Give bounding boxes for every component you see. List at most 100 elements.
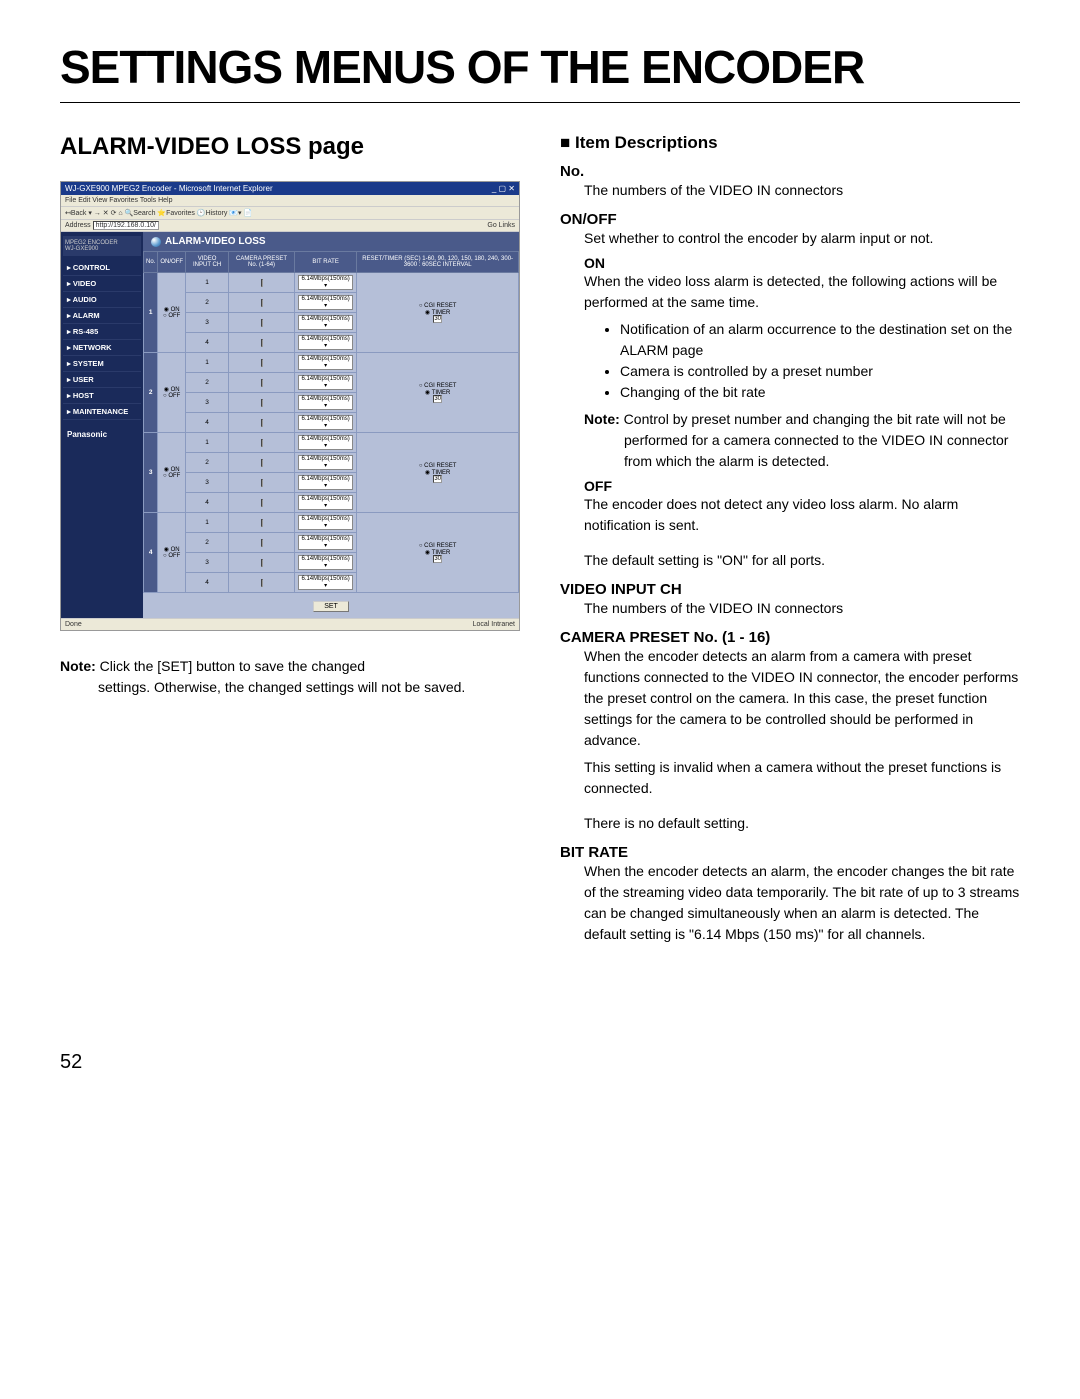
bitrate-cell[interactable]: 6.14Mbps(150ms) ▾	[294, 413, 356, 433]
ss-nav-item[interactable]: ▸ HOST	[63, 388, 141, 404]
group-no-cell: 4	[144, 513, 158, 593]
bitrate-cell[interactable]: 6.14Mbps(150ms) ▾	[294, 373, 356, 393]
desc-no: The numbers of the VIDEO IN connectors	[584, 180, 1020, 201]
set-button[interactable]: SET	[313, 601, 349, 612]
main-title: SETTINGS MENUS OF THE ENCODER	[60, 40, 1020, 94]
vich-cell: 1	[186, 273, 229, 293]
ss-nav-item[interactable]: ▸ MAINTENANCE	[63, 404, 141, 420]
ss-toolbar: ↤Back ▾ → ✕ ⟳ ⌂ 🔍Search ⭐Favorites 🕑Hist…	[61, 207, 519, 220]
onoff-cell[interactable]: ◉ ON○ OFF	[158, 433, 186, 513]
bitrate-cell[interactable]: 6.14Mbps(150ms) ▾	[294, 493, 356, 513]
vich-cell: 2	[186, 293, 229, 313]
vich-cell: 1	[186, 353, 229, 373]
bitrate-cell[interactable]: 6.14Mbps(150ms) ▾	[294, 513, 356, 533]
onoff-cell[interactable]: ◉ ON○ OFF	[158, 273, 186, 353]
bitrate-cell[interactable]: 6.14Mbps(150ms) ▾	[294, 293, 356, 313]
bitrate-cell[interactable]: 6.14Mbps(150ms) ▾	[294, 553, 356, 573]
preset-cell[interactable]	[229, 333, 295, 353]
bitrate-cell[interactable]: 6.14Mbps(150ms) ▾	[294, 393, 356, 413]
th-vich: VIDEO INPUT CH	[186, 252, 229, 273]
bitrate-cell[interactable]: 6.14Mbps(150ms) ▾	[294, 573, 356, 593]
ss-sidebar: MPEG2 ENCODER WJ-GXE900 ▸ CONTROL▸ VIDEO…	[61, 232, 143, 618]
ss-nav-item[interactable]: ▸ VIDEO	[63, 276, 141, 292]
vich-cell: 4	[186, 413, 229, 433]
ss-nav-item[interactable]: ▸ SYSTEM	[63, 356, 141, 372]
preset-cell[interactable]	[229, 553, 295, 573]
ss-address-field: http://192.168.0.10/	[93, 221, 159, 230]
preset-cell[interactable]	[229, 573, 295, 593]
left-note: Note: Click the [SET] button to save the…	[60, 656, 520, 698]
label-vich: VIDEO INPUT CH	[560, 581, 1020, 598]
preset-cell[interactable]	[229, 273, 295, 293]
bitrate-cell[interactable]: 6.14Mbps(150ms) ▾	[294, 473, 356, 493]
ss-body: MPEG2 ENCODER WJ-GXE900 ▸ CONTROL▸ VIDEO…	[61, 232, 519, 618]
preset-cell[interactable]	[229, 373, 295, 393]
desc-bitrate: When the encoder detects an alarm, the e…	[584, 861, 1020, 945]
preset-cell[interactable]	[229, 473, 295, 493]
preset-cell[interactable]	[229, 313, 295, 333]
screenshot-window: WJ-GXE900 MPEG2 Encoder - Microsoft Inte…	[60, 181, 520, 631]
bitrate-cell[interactable]: 6.14Mbps(150ms) ▾	[294, 273, 356, 293]
ss-go-links: Go Links	[487, 222, 515, 229]
preset-cell[interactable]	[229, 353, 295, 373]
title-rule	[60, 102, 1020, 103]
vich-cell: 2	[186, 453, 229, 473]
ss-nav-item[interactable]: ▸ USER	[63, 372, 141, 388]
preset-cell[interactable]	[229, 433, 295, 453]
reset-cell[interactable]: ○ CGI RESET◉ TIMER30	[357, 353, 519, 433]
desc-preset-2: This setting is invalid when a camera wi…	[584, 757, 1020, 799]
bitrate-cell[interactable]: 6.14Mbps(150ms) ▾	[294, 333, 356, 353]
preset-cell[interactable]	[229, 453, 295, 473]
onoff-note: Note: Control by preset number and chang…	[584, 409, 1020, 472]
preset-cell[interactable]	[229, 533, 295, 553]
label-off: OFF	[584, 478, 1020, 494]
content-columns: ALARM-VIDEO LOSS page WJ-GXE900 MPEG2 En…	[60, 133, 1020, 951]
ss-status-left: Done	[65, 621, 82, 628]
bitrate-cell[interactable]: 6.14Mbps(150ms) ▾	[294, 313, 356, 333]
item-descriptions-heading: ■ Item Descriptions	[560, 133, 1020, 153]
bullet-item: Notification of an alarm occurrence to t…	[620, 319, 1020, 361]
preset-cell[interactable]	[229, 413, 295, 433]
preset-cell[interactable]	[229, 513, 295, 533]
vich-cell: 2	[186, 533, 229, 553]
group-no-cell: 1	[144, 273, 158, 353]
on-bullets: Notification of an alarm occurrence to t…	[620, 319, 1020, 403]
preset-cell[interactable]	[229, 493, 295, 513]
th-onoff: ON/OFF	[158, 252, 186, 273]
right-column: ■ Item Descriptions No. The numbers of t…	[560, 133, 1020, 951]
bitrate-cell[interactable]: 6.14Mbps(150ms) ▾	[294, 433, 356, 453]
bullet-item: Camera is controlled by a preset number	[620, 361, 1020, 382]
note-text-2: settings. Otherwise, the changed setting…	[98, 677, 520, 698]
bitrate-cell[interactable]: 6.14Mbps(150ms) ▾	[294, 353, 356, 373]
ss-page-title: ALARM-VIDEO LOSS	[143, 232, 519, 251]
bullet-item: Changing of the bit rate	[620, 382, 1020, 403]
reset-cell[interactable]: ○ CGI RESET◉ TIMER30	[357, 273, 519, 353]
table-row: 4◉ ON○ OFF16.14Mbps(150ms) ▾○ CGI RESET◉…	[144, 513, 519, 533]
label-no: No.	[560, 163, 1020, 180]
label-onoff: ON/OFF	[560, 211, 1020, 228]
vich-cell: 1	[186, 513, 229, 533]
ss-window-controls: _ ▢ ✕	[492, 184, 515, 193]
reset-cell[interactable]: ○ CGI RESET◉ TIMER30	[357, 433, 519, 513]
bitrate-cell[interactable]: 6.14Mbps(150ms) ▾	[294, 533, 356, 553]
ss-nav-item[interactable]: ▸ AUDIO	[63, 292, 141, 308]
ss-nav-item[interactable]: ▸ CONTROL	[63, 260, 141, 276]
reset-cell[interactable]: ○ CGI RESET◉ TIMER30	[357, 513, 519, 593]
ss-nav-item[interactable]: ▸ ALARM	[63, 308, 141, 324]
bitrate-cell[interactable]: 6.14Mbps(150ms) ▾	[294, 453, 356, 473]
note-text-1: Click the [SET] button to save the chang…	[96, 658, 365, 674]
label-bitrate: BIT RATE	[560, 844, 1020, 861]
ss-menubar: File Edit View Favorites Tools Help	[61, 195, 519, 207]
group-no-cell: 3	[144, 433, 158, 513]
preset-cell[interactable]	[229, 293, 295, 313]
onoff-cell[interactable]: ◉ ON○ OFF	[158, 353, 186, 433]
onoff-cell[interactable]: ◉ ON○ OFF	[158, 513, 186, 593]
ss-main: ALARM-VIDEO LOSS No. ON/OFF VIDEO INPUT …	[143, 232, 519, 618]
left-column: ALARM-VIDEO LOSS page WJ-GXE900 MPEG2 En…	[60, 133, 520, 951]
ss-nav-item[interactable]: ▸ NETWORK	[63, 340, 141, 356]
ss-nav-item[interactable]: ▸ RS-485	[63, 324, 141, 340]
th-no: No.	[144, 252, 158, 273]
preset-cell[interactable]	[229, 393, 295, 413]
desc-on: When the video loss alarm is detected, t…	[584, 271, 1020, 313]
vich-cell: 4	[186, 573, 229, 593]
